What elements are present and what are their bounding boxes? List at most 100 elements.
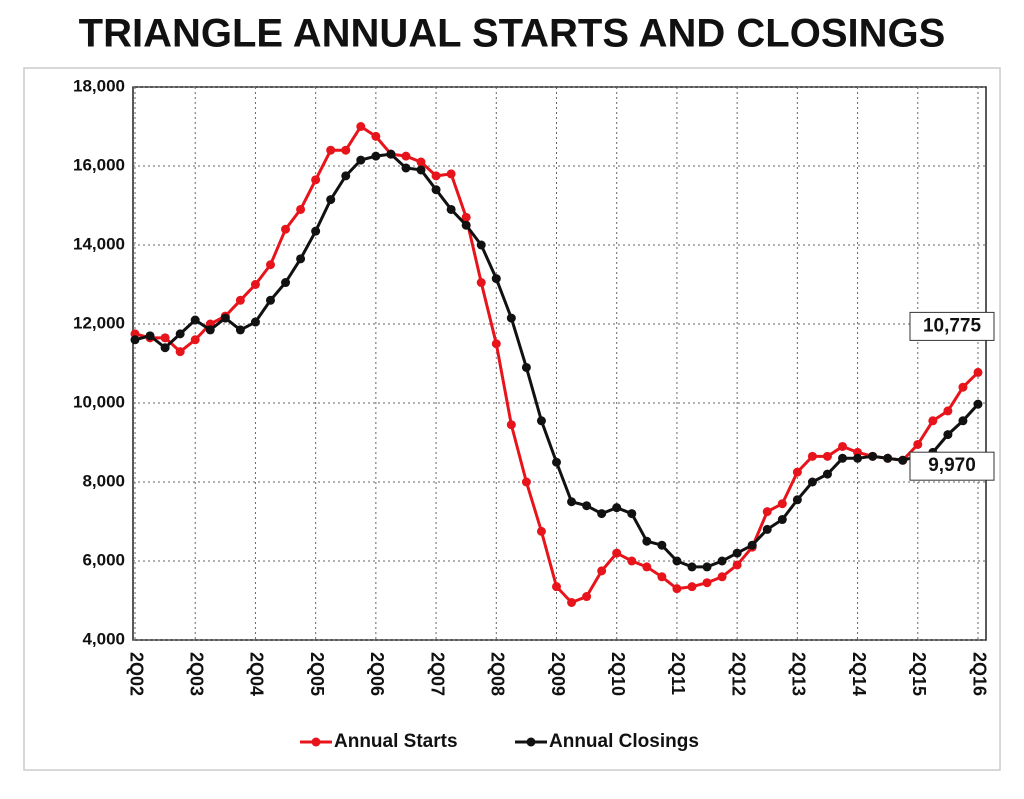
x-tick-label: 2Q03 bbox=[186, 652, 206, 696]
data-point bbox=[296, 254, 306, 264]
data-point bbox=[627, 509, 637, 519]
data-point bbox=[326, 195, 336, 205]
data-point bbox=[145, 331, 155, 341]
data-point bbox=[446, 204, 456, 214]
data-point bbox=[401, 151, 411, 161]
data-point bbox=[777, 515, 787, 525]
data-point bbox=[491, 339, 501, 349]
legend-marker bbox=[311, 737, 321, 747]
y-tick-label: 8,000 bbox=[82, 471, 125, 490]
data-point bbox=[521, 362, 531, 372]
data-point bbox=[807, 451, 817, 461]
data-point bbox=[777, 499, 787, 509]
data-point bbox=[461, 212, 471, 222]
data-point bbox=[281, 278, 291, 288]
data-point bbox=[190, 315, 200, 325]
data-point bbox=[341, 145, 351, 155]
data-point bbox=[356, 122, 366, 131]
data-point bbox=[552, 457, 561, 467]
legend-marker bbox=[526, 737, 536, 747]
data-point bbox=[160, 333, 170, 343]
y-tick-label: 14,000 bbox=[73, 234, 125, 253]
data-point bbox=[235, 325, 245, 335]
data-point bbox=[928, 416, 938, 426]
data-point bbox=[853, 453, 863, 463]
data-point bbox=[265, 295, 275, 305]
data-point bbox=[552, 582, 561, 592]
data-point bbox=[747, 540, 757, 550]
x-tick-label: 2Q10 bbox=[608, 652, 628, 696]
data-point bbox=[958, 416, 968, 426]
x-tick-label: 2Q14 bbox=[849, 652, 869, 696]
data-point bbox=[446, 169, 456, 179]
data-point bbox=[582, 501, 592, 511]
data-point bbox=[597, 566, 607, 576]
label-box bbox=[909, 311, 995, 341]
data-point bbox=[416, 157, 426, 167]
data-point bbox=[657, 572, 667, 582]
data-point bbox=[536, 416, 546, 426]
x-tick-label: 2Q06 bbox=[367, 652, 387, 696]
data-point bbox=[657, 540, 667, 550]
x-tick-label: 2Q08 bbox=[488, 652, 508, 696]
data-point bbox=[792, 467, 802, 477]
data-point bbox=[642, 536, 652, 546]
data-point bbox=[431, 185, 441, 195]
data-point bbox=[672, 584, 682, 594]
x-tick-label: 2Q05 bbox=[307, 652, 327, 696]
data-point bbox=[506, 313, 516, 323]
x-tick-label: 2Q16 bbox=[969, 652, 989, 696]
data-point bbox=[205, 325, 215, 335]
data-point bbox=[822, 469, 832, 479]
data-point bbox=[476, 240, 486, 250]
data-point bbox=[582, 592, 592, 602]
data-point bbox=[822, 451, 832, 461]
data-point bbox=[536, 526, 546, 536]
x-tick-label: 2Q13 bbox=[789, 652, 809, 696]
data-point bbox=[732, 548, 742, 558]
data-point bbox=[416, 165, 426, 175]
data-label: 9,970 bbox=[928, 455, 976, 476]
data-point bbox=[642, 562, 652, 572]
data-point bbox=[371, 131, 381, 141]
data-point bbox=[627, 556, 637, 566]
data-point bbox=[612, 503, 622, 513]
legend-label: Annual Closings bbox=[549, 731, 699, 752]
data-point bbox=[401, 163, 411, 173]
data-point bbox=[973, 367, 983, 377]
data-point bbox=[717, 556, 727, 566]
data-point bbox=[521, 477, 531, 487]
legend-label: Annual Starts bbox=[334, 731, 458, 752]
data-point bbox=[386, 149, 396, 159]
data-point bbox=[431, 171, 441, 181]
x-tick-label: 2Q15 bbox=[909, 652, 929, 696]
data-point bbox=[175, 329, 185, 339]
data-point bbox=[687, 582, 697, 592]
data-point bbox=[612, 548, 622, 558]
data-point bbox=[732, 560, 742, 570]
data-point bbox=[175, 347, 185, 357]
data-point bbox=[250, 280, 260, 289]
data-point bbox=[702, 578, 712, 588]
data-point bbox=[476, 278, 486, 288]
y-tick-label: 16,000 bbox=[73, 155, 125, 174]
data-point bbox=[461, 220, 471, 230]
data-point bbox=[717, 572, 727, 582]
x-tick-label: 2Q04 bbox=[247, 652, 267, 696]
data-label: 10,775 bbox=[923, 315, 982, 336]
data-point bbox=[296, 204, 306, 214]
data-point bbox=[702, 562, 712, 572]
x-tick-label: 2Q02 bbox=[126, 652, 146, 696]
data-point bbox=[506, 420, 516, 430]
data-point bbox=[838, 441, 848, 451]
y-tick-label: 10,000 bbox=[73, 392, 125, 411]
data-point bbox=[281, 224, 291, 234]
data-point bbox=[807, 477, 817, 487]
data-point bbox=[943, 430, 953, 440]
data-point bbox=[883, 453, 893, 463]
data-point bbox=[898, 455, 908, 465]
y-tick-label: 6,000 bbox=[82, 550, 125, 569]
data-point bbox=[220, 313, 230, 323]
data-point bbox=[371, 151, 381, 161]
